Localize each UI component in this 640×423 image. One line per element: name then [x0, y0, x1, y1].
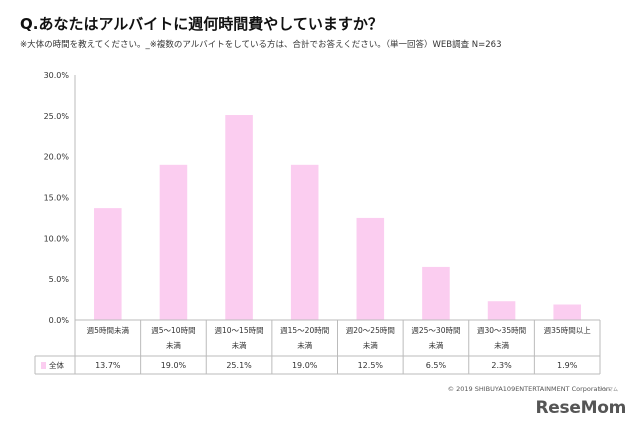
- x-tick-label: 週35時間以上: [544, 326, 592, 335]
- copyright-text: © 2019 SHIBUYA109ENTERTAINMENT Corporati…: [447, 385, 610, 393]
- resemom-logo: ReseMom: [535, 398, 627, 418]
- x-tick-label: 未満: [428, 340, 443, 350]
- watermark-subtext: リセマム: [597, 387, 618, 393]
- x-tick-label: 週30～35時間: [477, 326, 526, 335]
- data-label: 2.3%: [491, 361, 512, 370]
- chart-subtitle: ※大体の時間を教えてください。_※複数のアルバイトをしている方は、合計でお答えく…: [20, 40, 502, 50]
- data-label: 19.0%: [292, 361, 318, 370]
- bar: [553, 304, 581, 320]
- bar: [487, 301, 516, 320]
- x-tick-label: 未満: [232, 340, 247, 350]
- legend-label: 全体: [49, 360, 64, 370]
- y-tick-label: 10.0%: [44, 234, 70, 243]
- x-tick-label: 未満: [494, 340, 509, 350]
- x-tick-label: 週5時間未満: [87, 325, 130, 335]
- x-tick-label: 週25～30時間: [411, 326, 460, 335]
- data-label: 1.9%: [557, 361, 578, 370]
- y-tick-label: 20.0%: [44, 153, 70, 162]
- data-label: 13.7%: [95, 361, 121, 370]
- data-label: 12.5%: [358, 361, 384, 370]
- y-tick-label: 0.0%: [49, 316, 70, 325]
- y-tick-label: 15.0%: [44, 194, 70, 203]
- x-tick-label: 未満: [297, 340, 312, 350]
- legend-swatch: [41, 362, 46, 369]
- bar: [422, 266, 450, 320]
- data-label: 19.0%: [161, 361, 187, 370]
- bar: [225, 115, 253, 321]
- data-label: 6.5%: [426, 361, 447, 370]
- y-tick-label: 25.0%: [44, 112, 70, 121]
- y-tick-label: 5.0%: [49, 275, 70, 284]
- bar: [290, 164, 319, 320]
- bar: [94, 208, 122, 320]
- data-label: 25.1%: [226, 361, 252, 370]
- x-tick-label: 未満: [166, 340, 181, 350]
- bar: [356, 217, 385, 320]
- x-tick-label: 週10～15時間: [215, 326, 264, 335]
- chart-title: Q.あなたはアルバイトに週何時間費やしていますか？: [20, 15, 383, 33]
- y-tick-label: 30.0%: [44, 71, 70, 80]
- x-tick-label: 未満: [363, 340, 378, 350]
- x-tick-label: 週20～25時間: [346, 326, 395, 335]
- bar: [159, 164, 188, 320]
- x-tick-label: 週5～10時間: [151, 326, 195, 335]
- x-tick-label: 週15～20時間: [280, 326, 329, 335]
